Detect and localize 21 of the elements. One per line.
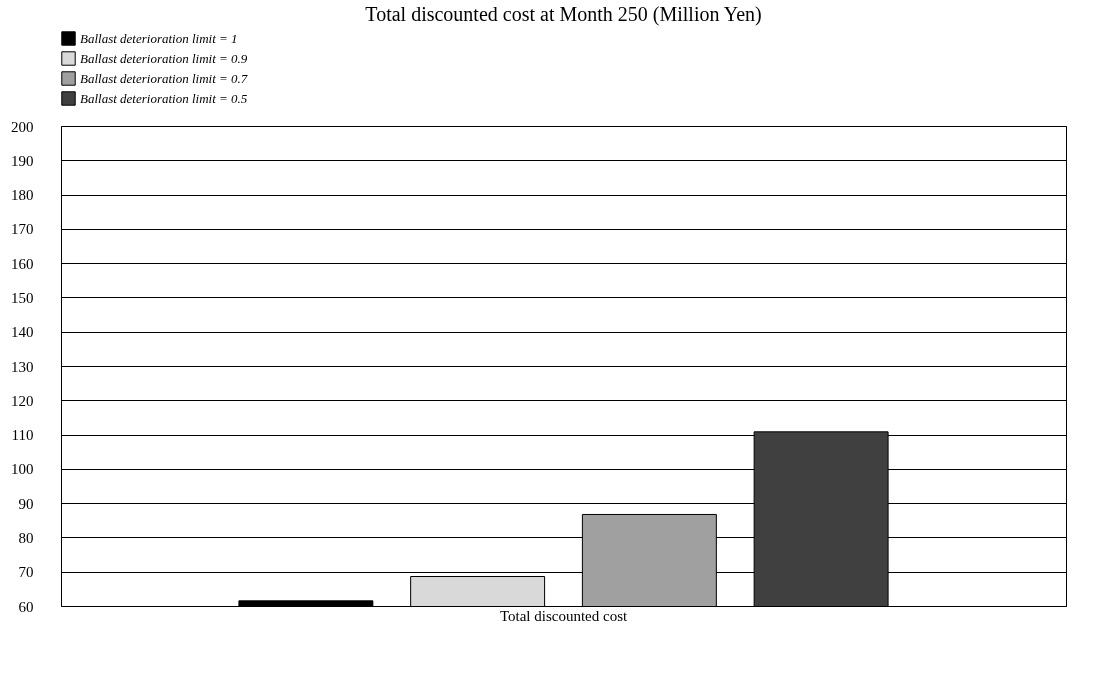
y-tick-label: 190 bbox=[11, 152, 34, 169]
y-tick-label: 180 bbox=[11, 187, 34, 204]
y-tick-label: 130 bbox=[11, 358, 34, 375]
y-tick-label: 90 bbox=[18, 495, 34, 512]
legend-label: Ballast deterioration limit = 0.9 bbox=[80, 50, 248, 66]
y-tick-label: 170 bbox=[11, 221, 34, 238]
y-tick-label: 100 bbox=[11, 461, 34, 478]
y-tick-label: 110 bbox=[11, 427, 34, 444]
y-tick-label: 140 bbox=[11, 324, 34, 341]
chart-title: Total discounted cost at Month 250 (Million Yen) bbox=[365, 3, 762, 26]
y-tick-label: 200 bbox=[11, 118, 34, 135]
legend-label: Ballast deterioration limit = 1 bbox=[80, 30, 238, 46]
y-tick-label: 120 bbox=[11, 392, 34, 409]
y-tick-label: 160 bbox=[11, 255, 34, 272]
y-tick-label: 80 bbox=[18, 529, 34, 546]
legend-label: Ballast deterioration limit = 0.7 bbox=[80, 70, 248, 86]
y-tick-label: 70 bbox=[18, 564, 34, 581]
x-tick-label: Total discounted cost bbox=[499, 607, 628, 624]
legend-label: Ballast deterioration limit = 0.5 bbox=[80, 90, 248, 106]
y-tick-label: 150 bbox=[11, 289, 34, 306]
y-tick-label: 60 bbox=[18, 598, 34, 615]
